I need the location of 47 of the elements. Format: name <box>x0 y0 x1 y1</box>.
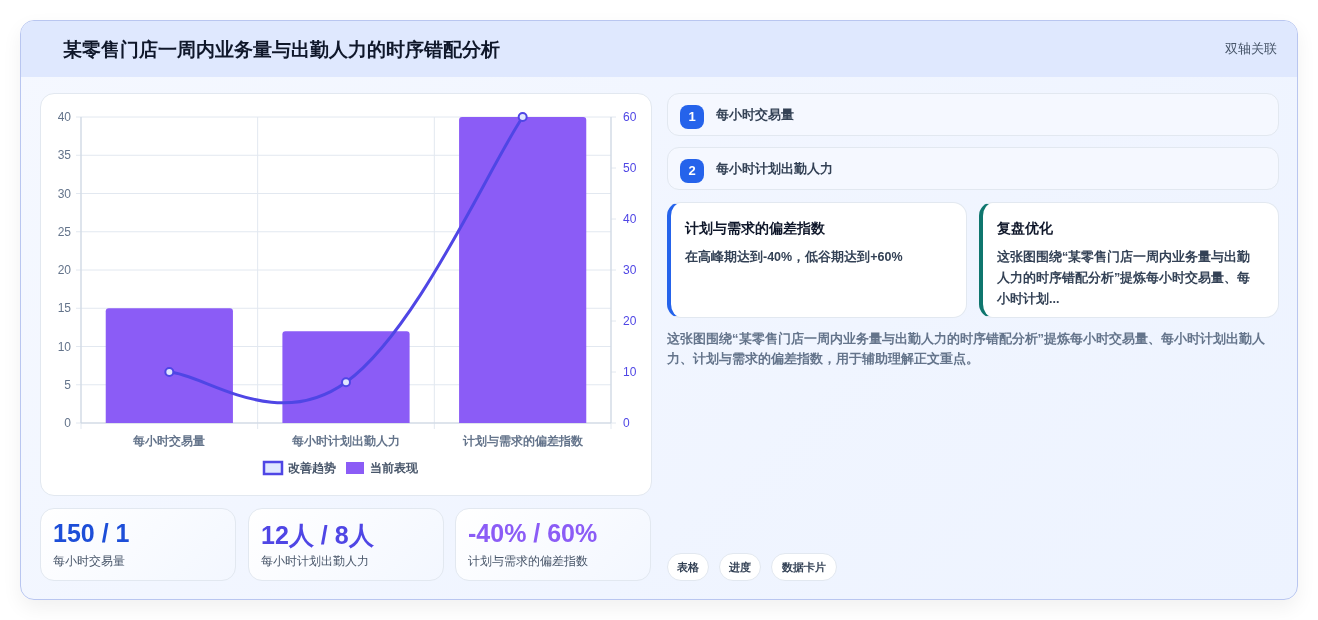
y-tick-label: 0 <box>64 416 72 430</box>
text: 复盘优化 <box>997 220 1053 238</box>
text: 计划与需求的偏差指数 <box>468 553 588 570</box>
text: 每小时计划出勤人力 <box>716 160 833 178</box>
text: 1 <box>680 105 704 129</box>
text: 12人 / 8人 <box>261 520 374 551</box>
y2-tick-label: 20 <box>623 314 637 328</box>
text: 每小时交易量 <box>716 106 794 124</box>
text: -40% / 60% <box>468 519 598 548</box>
x-tick-label: 每小时交易量 <box>132 434 206 448</box>
y-tick-label: 40 <box>57 110 72 124</box>
y-tick-label: 10 <box>57 339 72 354</box>
x-tick-label: 计划与需求的偏差指数 <box>461 434 584 448</box>
legend-label: 当前表现 <box>370 461 419 475</box>
bar <box>459 117 587 423</box>
y-tick-label: 30 <box>57 186 72 201</box>
text: 计划与需求的偏差指数 <box>685 220 825 238</box>
text: 每小时计划出勤人力 <box>261 553 369 570</box>
point <box>164 367 175 377</box>
y-tick-label: 20 <box>57 263 72 277</box>
chart-title: 某零售门店一周内业务量与出勤人力的时序错配分析 <box>63 38 500 62</box>
x-tick-label: 每小时计划出勤人力 <box>291 434 400 448</box>
text: 这张图围绕“某零售门店一周内业务量与出勤人力的时序错配分析”提炼每小时交易量、每小时计划... <box>997 248 1252 308</box>
text: 2 <box>680 159 704 183</box>
y-tick-label: 15 <box>57 301 72 316</box>
y2-tick-label: 0 <box>623 416 630 430</box>
y-tick-label: 25 <box>57 224 72 239</box>
text: 数据卡片 <box>771 553 837 581</box>
y2-tick-label: 40 <box>623 212 637 226</box>
y-tick-label: 5 <box>64 377 72 392</box>
text: 在高峰期达到-40%，低谷期达到+60% <box>685 248 904 266</box>
text: 150 / 1 <box>53 519 130 548</box>
y2-tick-label: 50 <box>623 161 637 175</box>
y2-tick-label: 30 <box>623 263 637 277</box>
text: 表格 <box>667 553 709 581</box>
y-tick-label: 35 <box>57 148 72 163</box>
point <box>517 112 528 122</box>
y2-tick-label: 60 <box>623 110 637 124</box>
text: 这张图围绕“某零售门店一周内业务量与出勤人力的时序错配分析”提炼每小时交易量、每小时计划出勤人力、计划与需求的偏差指数，用于辅助理解正文重点。 <box>667 330 1266 368</box>
bar <box>282 331 410 423</box>
point <box>341 377 351 388</box>
legend-label: 改善趋势 <box>288 461 336 475</box>
text: 每小时交易量 <box>53 553 125 570</box>
bar <box>105 308 233 423</box>
text: 双轴关联 <box>1225 40 1277 58</box>
text: 进度 <box>719 553 761 581</box>
y2-tick-label: 10 <box>623 365 637 379</box>
